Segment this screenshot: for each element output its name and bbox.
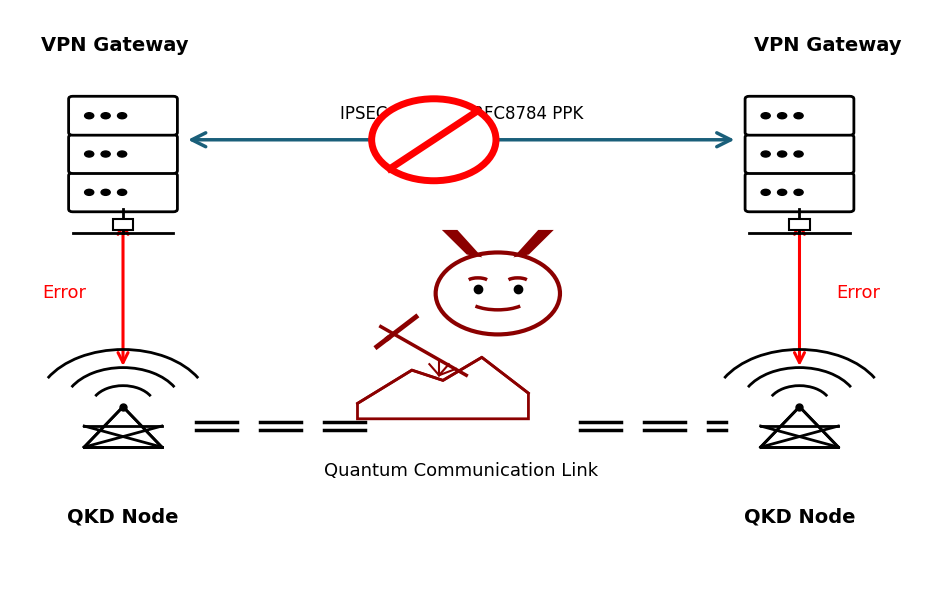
FancyBboxPatch shape: [745, 97, 854, 135]
Text: VPN Gateway: VPN Gateway: [40, 37, 188, 56]
Circle shape: [101, 112, 110, 119]
Circle shape: [85, 151, 94, 157]
FancyBboxPatch shape: [113, 219, 133, 230]
Text: Quantum Communication Link: Quantum Communication Link: [324, 462, 598, 480]
Text: Error: Error: [42, 285, 86, 302]
Circle shape: [117, 151, 127, 157]
Circle shape: [101, 151, 110, 157]
Circle shape: [777, 151, 787, 157]
Circle shape: [794, 151, 803, 157]
Circle shape: [794, 189, 803, 196]
Polygon shape: [358, 357, 529, 419]
Circle shape: [762, 112, 770, 119]
Text: Error: Error: [836, 285, 880, 302]
Polygon shape: [514, 230, 554, 257]
Text: QKD Node: QKD Node: [68, 507, 178, 527]
FancyBboxPatch shape: [69, 97, 177, 135]
FancyBboxPatch shape: [745, 173, 854, 212]
Circle shape: [777, 112, 787, 119]
FancyBboxPatch shape: [790, 219, 809, 230]
Circle shape: [117, 189, 127, 196]
Text: IPSEC VPN with RFC8784 PPK: IPSEC VPN with RFC8784 PPK: [340, 105, 583, 123]
Circle shape: [372, 99, 496, 181]
FancyBboxPatch shape: [69, 134, 177, 174]
Circle shape: [436, 252, 560, 334]
Circle shape: [117, 112, 127, 119]
Text: QKD Node: QKD Node: [744, 507, 855, 527]
Circle shape: [794, 112, 803, 119]
FancyBboxPatch shape: [745, 134, 854, 174]
Circle shape: [762, 189, 770, 196]
Polygon shape: [442, 230, 483, 257]
Circle shape: [85, 112, 94, 119]
FancyBboxPatch shape: [69, 173, 177, 212]
Text: VPN Gateway: VPN Gateway: [754, 37, 901, 56]
Circle shape: [101, 189, 110, 196]
Circle shape: [762, 151, 770, 157]
Circle shape: [777, 189, 787, 196]
Circle shape: [85, 189, 94, 196]
